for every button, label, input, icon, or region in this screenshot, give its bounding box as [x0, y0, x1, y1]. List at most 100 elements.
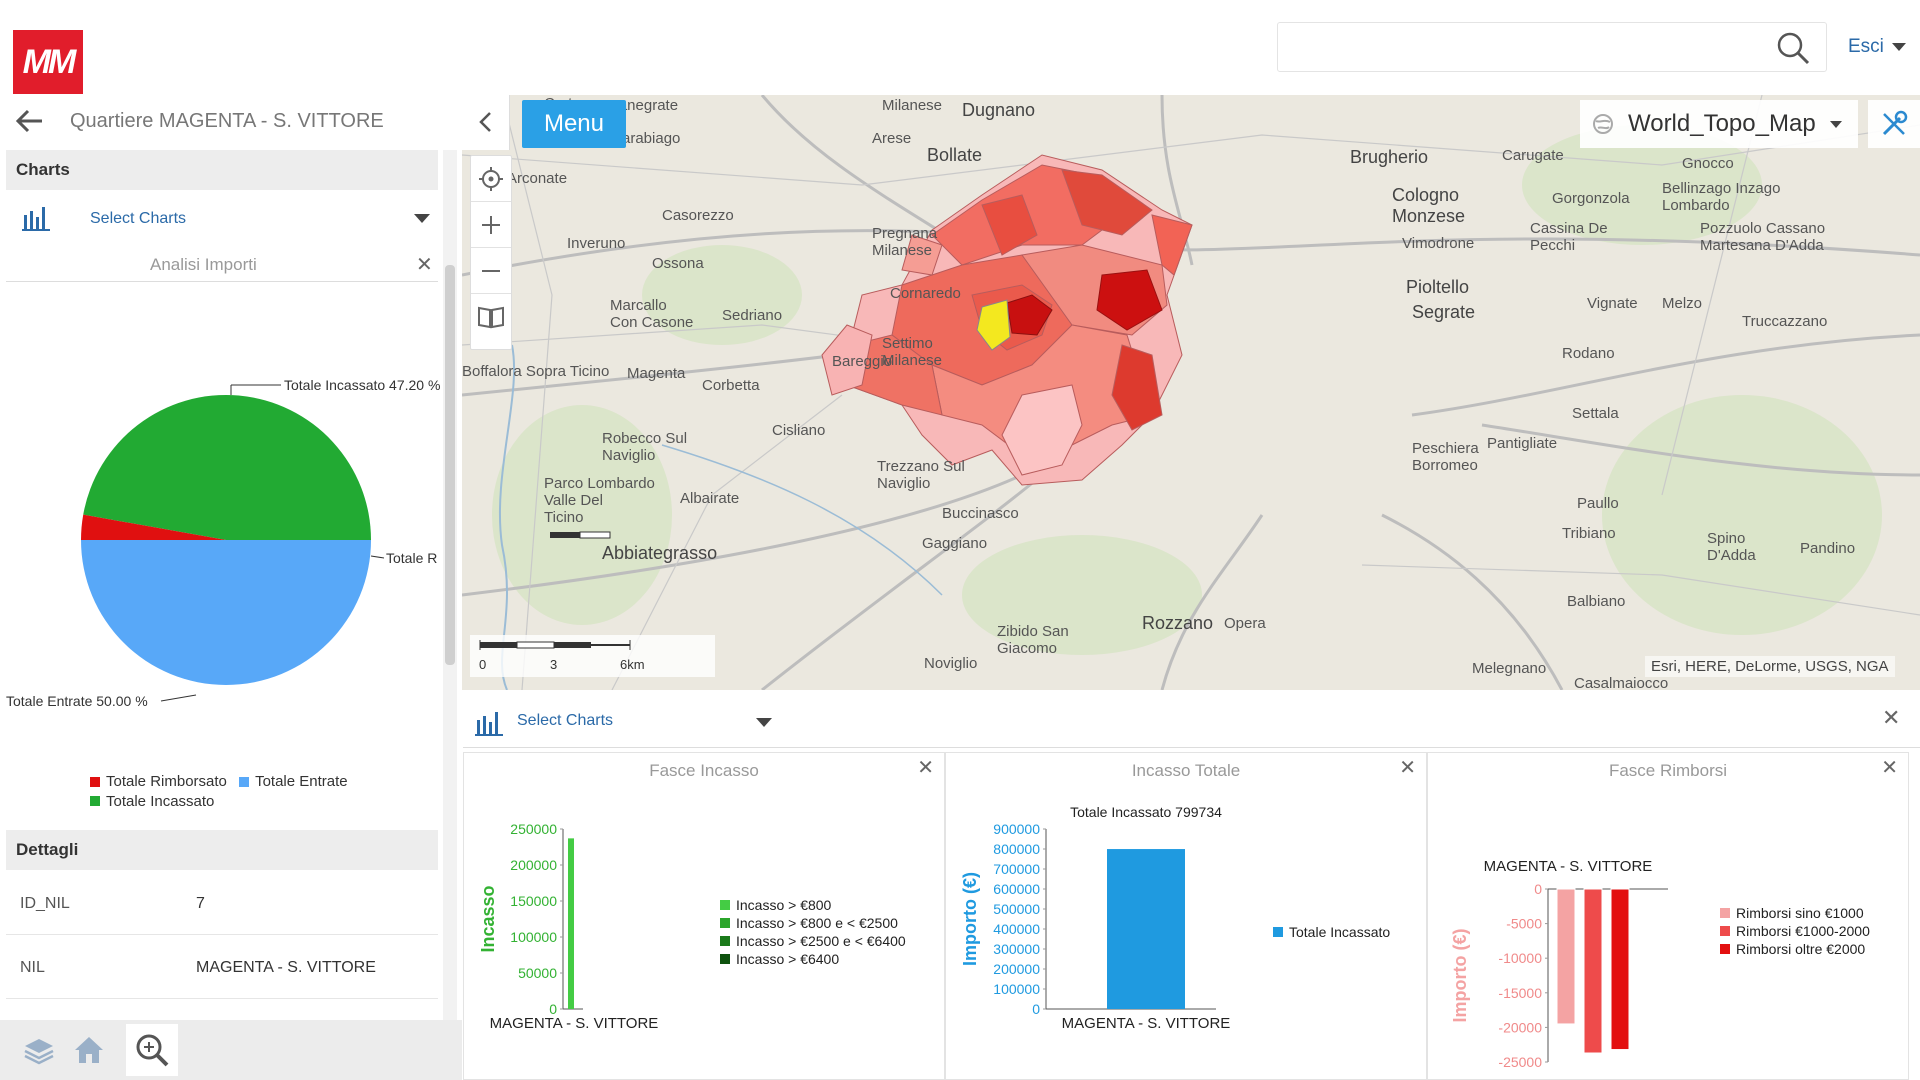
y-tick-label: -5000 [1506, 916, 1542, 932]
zoom-out-icon[interactable] [471, 248, 511, 294]
close-icon[interactable]: ✕ [917, 757, 934, 779]
legend-item[interactable]: Rimborsi €1000-2000 [1736, 923, 1870, 939]
panel-title: Fasce Rimborsi [1608, 761, 1728, 780]
bar[interactable] [568, 838, 574, 1009]
pie-slice[interactable] [81, 514, 226, 540]
detail-row: NIL MAGENTA - S. VITTORE [6, 937, 438, 999]
legend-item[interactable]: Incasso > €800 [736, 897, 832, 913]
y-tick-label: 400000 [993, 921, 1040, 937]
y-tick-label: -15000 [1498, 985, 1542, 1001]
close-icon[interactable]: ✕ [1399, 757, 1416, 779]
legend-swatch [720, 954, 730, 964]
back-arrow-icon[interactable] [14, 108, 46, 134]
search-icon[interactable] [1773, 28, 1813, 68]
bar[interactable] [1107, 849, 1185, 1009]
close-icon[interactable]: ✕ [1882, 705, 1901, 730]
legend-item[interactable]: Incasso > €6400 [736, 951, 839, 967]
scale-label: 6km [620, 657, 645, 672]
bookmark-book-icon[interactable] [471, 294, 511, 340]
detail-key: NIL [20, 959, 45, 976]
map-attribution: Esri, HERE, DeLorme, USGS, NGA [1645, 656, 1895, 677]
home-icon[interactable] [64, 1025, 114, 1075]
pie-label-incassato: Totale Incassato 47.20 % [284, 377, 440, 393]
y-tick-label: 0 [1534, 881, 1542, 897]
pie-slice[interactable] [81, 540, 371, 685]
bottom-chart-selector[interactable]: Select Charts [463, 698, 1920, 748]
scale-bar: 0 3 6km [470, 635, 715, 677]
basemap-selector[interactable]: World_Topo_Map [1580, 100, 1858, 148]
legend-item[interactable]: Totale Incassato [1289, 924, 1390, 940]
map-view[interactable]: Cortese Canegrate Milanese Dugnano Busto… [462, 95, 1920, 690]
bar-chart-icon [475, 712, 503, 736]
legend-swatch [720, 918, 730, 928]
basemap-label: World_Topo_Map [1628, 110, 1816, 137]
chevron-down-icon [1829, 120, 1842, 128]
y-tick-label: 900000 [993, 821, 1040, 837]
layers-icon[interactable] [14, 1025, 64, 1075]
detail-key: ID_NIL [20, 895, 70, 912]
x-tick-label: MAGENTA - S. VITTORE [1062, 1015, 1231, 1032]
legend-item[interactable]: Totale Incassato [90, 792, 214, 811]
panel-title: Incasso Totale [1131, 761, 1241, 780]
legend-item[interactable]: Rimborsi sino €1000 [1736, 905, 1864, 921]
details-section-header: Dettagli [6, 830, 438, 870]
pie-chart: Totale Incassato 47.20 % Totale R Totale… [6, 377, 440, 709]
tools-wrench-icon[interactable] [1868, 100, 1920, 148]
scale-label: 0 [479, 657, 487, 672]
y-tick-label: 100000 [510, 929, 557, 945]
collapse-panel-button[interactable] [462, 95, 510, 150]
y-tick-label: 800000 [993, 841, 1040, 857]
scale-label: 3 [550, 657, 558, 672]
fasce-incasso-chart: 0 50000 100000 150000 200000 250000 Incasso MAG… [478, 821, 906, 1032]
legend-item[interactable]: Rimborsi oltre €2000 [1736, 941, 1865, 957]
y-axis-label: Importo (€) [1450, 929, 1470, 1023]
detail-value: 7 [196, 895, 205, 912]
y-tick-label: 150000 [510, 893, 557, 909]
y-tick-label: 100000 [993, 981, 1040, 997]
y-axis-label: Importo (€) [960, 872, 980, 966]
y-tick-label: 700000 [993, 861, 1040, 877]
legend-item[interactable]: Incasso > €2500 e < €6400 [736, 933, 906, 949]
app-logo[interactable]: MM [13, 30, 83, 94]
search-input[interactable] [1277, 22, 1827, 72]
menu-button[interactable]: Menu [522, 100, 626, 148]
zoom-search-icon[interactable] [126, 1024, 178, 1076]
close-icon[interactable]: ✕ [416, 254, 433, 276]
chevron-down-icon [1891, 43, 1906, 51]
bar[interactable] [1583, 888, 1603, 1054]
y-tick-label: -25000 [1498, 1054, 1542, 1070]
charts-section-header: Charts [6, 150, 438, 190]
legend-item[interactable]: Totale Rimborsato [90, 772, 227, 791]
exit-label: Esci [1848, 36, 1884, 57]
legend-item[interactable]: Incasso > €800 e < €2500 [736, 915, 898, 931]
chevron-down-icon[interactable] [756, 718, 772, 727]
bar-chart-icon [22, 207, 50, 231]
y-tick-label: 200000 [510, 857, 557, 873]
legend-swatch [720, 936, 730, 946]
legend-item[interactable]: Totale Entrate [239, 772, 348, 791]
x-tick-label: MAGENTA - S. VITTORE [490, 1015, 659, 1032]
select-charts-dropdown[interactable]: Select Charts [6, 195, 438, 240]
y-tick-label: 0 [1032, 1001, 1040, 1017]
scrollbar-thumb[interactable] [445, 265, 455, 665]
locate-icon[interactable] [471, 156, 511, 202]
map-toolbar [470, 155, 512, 350]
y-axis-label: Incasso [478, 885, 498, 952]
detail-row: ID_NIL 7 [6, 873, 438, 935]
y-tick-label: -20000 [1498, 1019, 1542, 1035]
select-charts-label: Select Charts [90, 210, 187, 227]
bar[interactable] [1610, 888, 1630, 1051]
y-tick-label: 200000 [993, 961, 1040, 977]
y-tick-label: 250000 [510, 821, 557, 837]
map-canvas[interactable] [462, 95, 1920, 690]
chevron-down-icon[interactable] [414, 214, 430, 223]
select-charts-label: Select Charts [517, 712, 614, 729]
legend-swatch [1720, 944, 1730, 954]
exit-menu[interactable]: Esci [1848, 36, 1906, 58]
zoom-in-icon[interactable] [471, 202, 511, 248]
pie-slice[interactable] [83, 394, 372, 540]
y-tick-label: -10000 [1498, 950, 1542, 966]
close-icon[interactable]: ✕ [1881, 757, 1898, 779]
bar[interactable] [1556, 888, 1576, 1025]
